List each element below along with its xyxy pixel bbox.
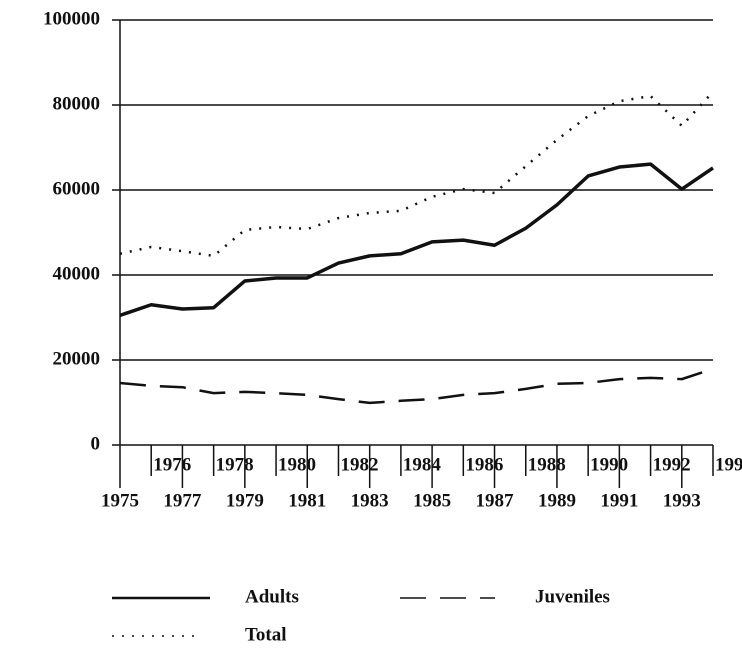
x-tick-label: 1985	[413, 490, 451, 511]
y-tick-label: 60000	[53, 178, 101, 199]
series-line	[119, 367, 714, 405]
x-tick-label: 1993	[663, 490, 701, 511]
x-tick-label: 1984	[403, 454, 442, 475]
x-tick-label: 1982	[340, 454, 378, 475]
y-tick-label: 0	[91, 433, 101, 454]
x-tick-label: 1976	[153, 454, 191, 475]
series-line	[119, 162, 714, 318]
y-tick-label: 40000	[53, 263, 101, 284]
x-tick-label: 1989	[538, 490, 576, 511]
x-tick-label: 1992	[653, 454, 691, 475]
legend-label: Adults	[245, 586, 299, 607]
x-tick-label: 1991	[600, 490, 638, 511]
y-tick-label: 20000	[53, 348, 101, 369]
y-tick-label: 80000	[53, 93, 101, 114]
y-tick-label: 100000	[43, 8, 100, 29]
x-tick-label: 1977	[163, 490, 202, 511]
x-tick-label: 1981	[288, 490, 326, 511]
x-tick-label: 1979	[226, 490, 264, 511]
x-tick-label: 1986	[465, 454, 503, 475]
x-tick-label: 1980	[278, 454, 316, 475]
legend-label: Total	[245, 624, 287, 645]
x-tick-label: 1990	[590, 454, 628, 475]
x-tick-label: 1988	[528, 454, 566, 475]
x-tick-label: 1983	[351, 490, 389, 511]
legend-label: Juveniles	[535, 586, 610, 607]
series-line	[119, 90, 714, 258]
x-tick-label: 1994	[715, 454, 742, 475]
x-tick-label: 1978	[216, 454, 254, 475]
x-tick-label: 1987	[476, 490, 515, 511]
x-tick-label: 1975	[101, 490, 139, 511]
